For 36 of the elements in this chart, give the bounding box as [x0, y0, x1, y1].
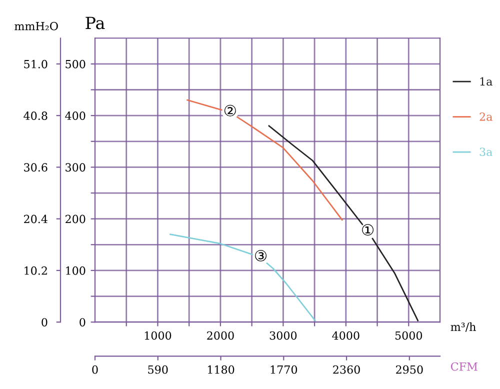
annotation: ② — [224, 104, 236, 116]
y-tick-label: 200 — [66, 214, 86, 224]
line-series — [268, 125, 419, 322]
y2-tick-label: 51.0 — [24, 60, 48, 68]
y2-tick-label: 10.2 — [24, 266, 47, 275]
x2-tick-label: 0 — [92, 365, 98, 374]
x2-tick-label: 2360 — [333, 365, 360, 374]
legend-label: 1a — [480, 77, 492, 86]
annotation: ③ — [255, 250, 267, 262]
x-tick-label: 5000 — [395, 331, 422, 340]
annotation: ① — [362, 224, 374, 236]
legend-label: 3a — [480, 148, 492, 156]
y-tick-label: 300 — [66, 163, 86, 172]
line-series — [170, 234, 316, 322]
x2-tick-label: 1180 — [208, 365, 234, 374]
y-tick-label: 400 — [65, 112, 86, 120]
y2-tick-label: 0 — [42, 318, 48, 326]
x2-axis-title: CFM — [450, 362, 478, 371]
y2-tick-label: 40.8 — [24, 112, 48, 120]
x-tick-label: 1000 — [144, 331, 172, 340]
y-tick-label: 500 — [66, 60, 86, 68]
legend-label: 2a — [480, 112, 492, 121]
x2-tick-label: 1770 — [270, 365, 298, 374]
y2-tick-label: 20.4 — [24, 214, 48, 224]
line-series — [186, 99, 343, 221]
y2-tick-label: 30.6 — [24, 163, 48, 172]
x-tick-label: 2000 — [207, 331, 234, 340]
x2-tick-label: 2950 — [396, 365, 423, 374]
x2-tick-label: 590 — [148, 365, 168, 374]
y2-axis-title: mmH₂O — [14, 22, 58, 30]
x-axis-title: m³/h — [450, 322, 476, 332]
x-tick-label: 3000 — [270, 331, 297, 340]
y-axis-title: Pa — [86, 16, 105, 30]
x-tick-label: 4000 — [332, 331, 360, 340]
y-tick-label: 100 — [66, 266, 86, 275]
y-tick-label: 0 — [80, 318, 86, 326]
